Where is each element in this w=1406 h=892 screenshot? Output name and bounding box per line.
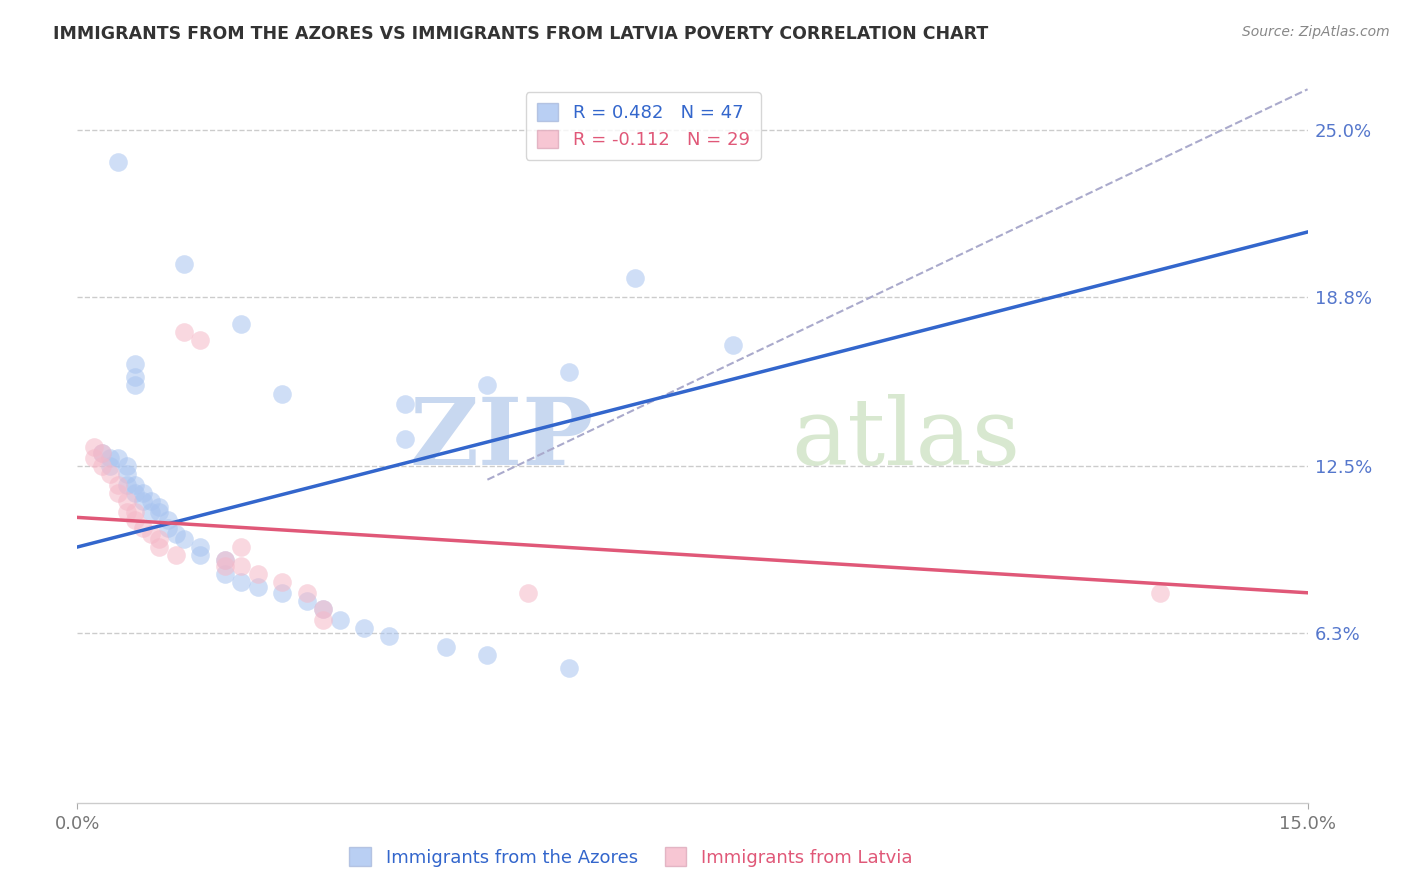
Point <box>132 521 155 535</box>
Point <box>173 532 195 546</box>
Point <box>231 317 253 331</box>
Point <box>124 486 146 500</box>
Point <box>312 613 335 627</box>
Point <box>188 540 212 554</box>
Point <box>246 581 269 595</box>
Point <box>477 378 499 392</box>
Point <box>141 505 163 519</box>
Point <box>124 378 146 392</box>
Point <box>148 540 170 554</box>
Point <box>295 594 318 608</box>
Point <box>107 155 129 169</box>
Point <box>436 640 458 654</box>
Point <box>723 338 745 352</box>
Point <box>115 459 138 474</box>
Point <box>214 566 236 581</box>
Point <box>98 459 121 474</box>
Point <box>165 526 187 541</box>
Point <box>378 629 401 643</box>
Point <box>115 494 138 508</box>
Point <box>246 566 269 581</box>
Point <box>90 446 114 460</box>
Point <box>188 333 212 347</box>
Point <box>124 505 146 519</box>
Point <box>231 574 253 589</box>
Point <box>124 357 146 371</box>
Point <box>214 558 236 573</box>
Point <box>271 574 294 589</box>
Text: IMMIGRANTS FROM THE AZORES VS IMMIGRANTS FROM LATVIA POVERTY CORRELATION CHART: IMMIGRANTS FROM THE AZORES VS IMMIGRANTS… <box>53 25 988 43</box>
Point <box>83 451 105 466</box>
Point <box>148 505 170 519</box>
Point <box>148 532 170 546</box>
Point <box>90 459 114 474</box>
Point <box>165 548 187 562</box>
Point <box>107 478 129 492</box>
Point <box>624 270 647 285</box>
Legend: Immigrants from the Azores, Immigrants from Latvia: Immigrants from the Azores, Immigrants f… <box>342 840 920 874</box>
Point <box>353 621 375 635</box>
Point <box>124 478 146 492</box>
Point <box>132 494 155 508</box>
Point <box>477 648 499 662</box>
Point <box>173 257 195 271</box>
Point <box>271 586 294 600</box>
Text: ZIP: ZIP <box>409 394 595 484</box>
Point <box>83 441 105 455</box>
Point <box>132 486 155 500</box>
Point <box>558 365 581 379</box>
Point <box>115 467 138 482</box>
Point <box>1149 586 1171 600</box>
Point <box>90 446 114 460</box>
Point <box>141 494 163 508</box>
Point <box>115 478 138 492</box>
Point <box>141 526 163 541</box>
Point <box>271 386 294 401</box>
Text: Source: ZipAtlas.com: Source: ZipAtlas.com <box>1241 25 1389 39</box>
Point <box>188 548 212 562</box>
Point <box>329 613 352 627</box>
Point <box>312 602 335 616</box>
Point <box>156 521 179 535</box>
Text: atlas: atlas <box>792 394 1021 484</box>
Point <box>231 540 253 554</box>
Point <box>124 513 146 527</box>
Point <box>394 432 416 446</box>
Point <box>107 451 129 466</box>
Point <box>107 486 129 500</box>
Point <box>295 586 318 600</box>
Point <box>517 586 540 600</box>
Point <box>173 325 195 339</box>
Point <box>98 451 121 466</box>
Point <box>312 602 335 616</box>
Point <box>214 553 236 567</box>
Point <box>558 661 581 675</box>
Point <box>156 513 179 527</box>
Point <box>394 397 416 411</box>
Point <box>214 553 236 567</box>
Point <box>231 558 253 573</box>
Point <box>115 505 138 519</box>
Point <box>124 370 146 384</box>
Point <box>148 500 170 514</box>
Point <box>98 467 121 482</box>
